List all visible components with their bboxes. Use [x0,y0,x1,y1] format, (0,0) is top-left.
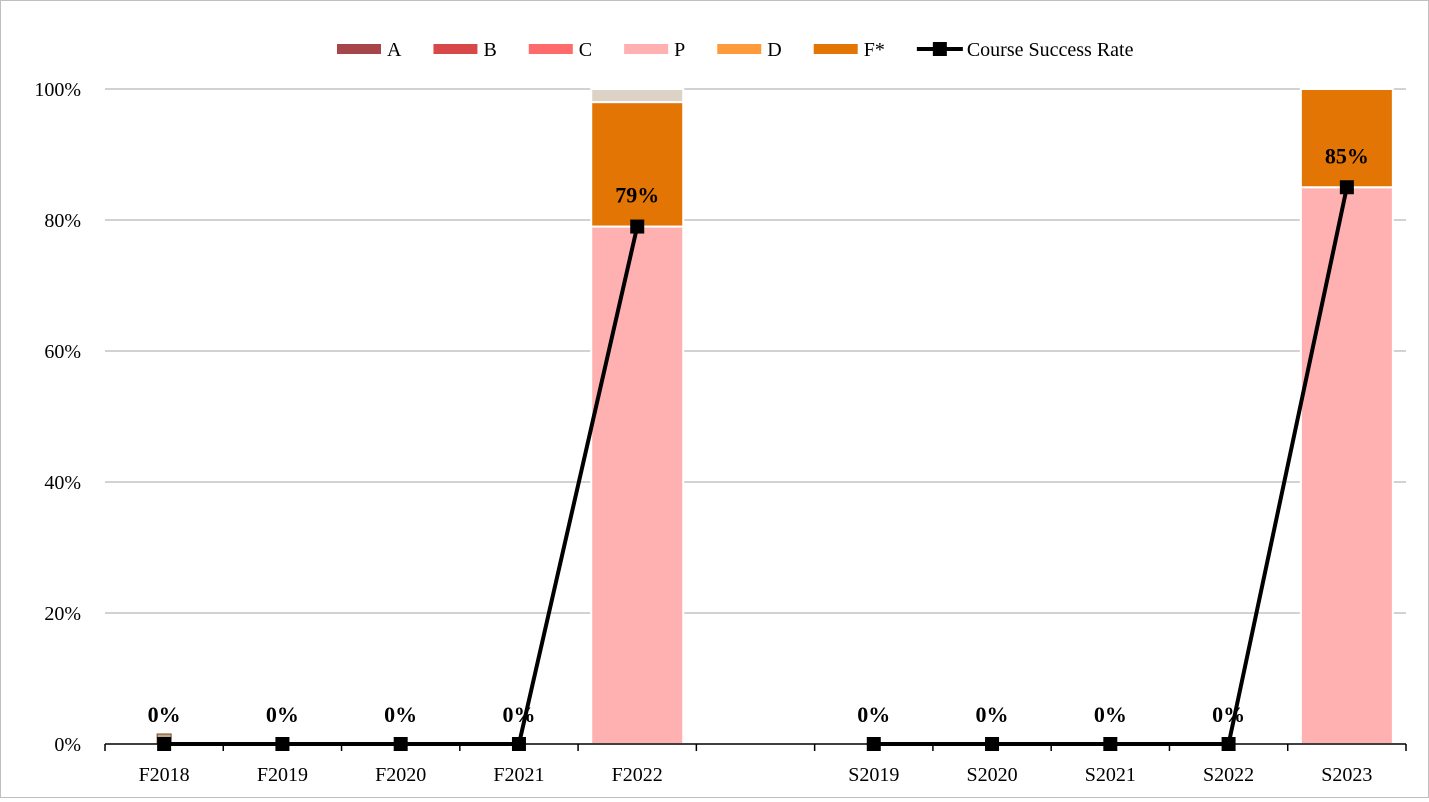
line-marker [511,737,526,751]
legend-label: Course Success Rate [967,39,1134,61]
line-segment [164,226,640,746]
line-marker [1221,737,1236,751]
data-label: 0% [266,702,299,727]
axes: 0% 20% 40% 60% 80% 100% F2018 F2019 F2020 F2021 F2… [34,79,1407,786]
data-label: 0% [148,702,181,727]
x-tick-label: F2019 [257,764,308,786]
legend-swatch [717,44,762,54]
line-marker [275,737,290,751]
y-tick-label: 60% [44,341,81,363]
x-tick-label: F2022 [612,764,663,786]
legend-label: D [767,39,781,61]
bar-segment [590,101,685,228]
x-tick-label: S2020 [966,764,1017,786]
line-marker [1103,737,1118,751]
y-tick-label: 40% [44,472,81,494]
success-rate-line [157,180,1354,751]
data-label: 0% [857,702,890,727]
legend-label: C [579,39,592,61]
line-marker [393,737,408,751]
y-tick-label: 100% [34,79,81,101]
data-label: 0% [384,702,417,727]
bar-segment [1299,88,1394,189]
data-label: 0% [502,702,535,727]
x-tick-label: S2023 [1321,764,1372,786]
line-segment [873,186,1349,746]
legend-swatch [932,42,947,56]
y-tick-label: 80% [44,210,81,232]
x-tick-label: S2022 [1203,764,1254,786]
x-tick-label: F2018 [139,764,190,786]
data-label: 0% [1094,702,1127,727]
gridlines [105,88,1406,614]
data-label: 0% [976,702,1009,727]
x-tick-label: S2021 [1085,764,1136,786]
bars [156,88,1394,746]
legend-swatch [813,44,858,54]
line-marker [866,737,881,751]
data-label: 0% [1212,702,1245,727]
line-marker [157,737,172,751]
legend-swatch [528,44,573,54]
line-marker [1339,180,1354,195]
legend-label: P [674,39,685,61]
y-tick-label: 20% [44,603,81,625]
legend-swatch [337,44,381,54]
data-label: 79% [615,183,659,208]
legend-swatch [624,44,669,54]
x-tick-label: F2020 [375,764,426,786]
y-tick-label: 0% [54,734,81,756]
x-tick-label: F2021 [493,764,544,786]
line-marker [630,219,645,234]
data-label: 85% [1325,143,1369,168]
legend-label: A [387,39,402,61]
bar-segment [1299,186,1394,745]
legend-label: F* [864,39,885,61]
legend: A B C P D F* Course Success Rate [337,39,1134,61]
bar-segment [590,225,685,746]
legend-label: B [483,39,496,61]
x-tick-label: S2019 [848,764,899,786]
line-marker [985,737,1000,751]
legend-swatch [433,44,478,54]
data-labels: 0% 0% 0% 0% 79% 0% 0% 0% 0% 85% [148,143,1369,727]
bar-segment [590,88,685,104]
